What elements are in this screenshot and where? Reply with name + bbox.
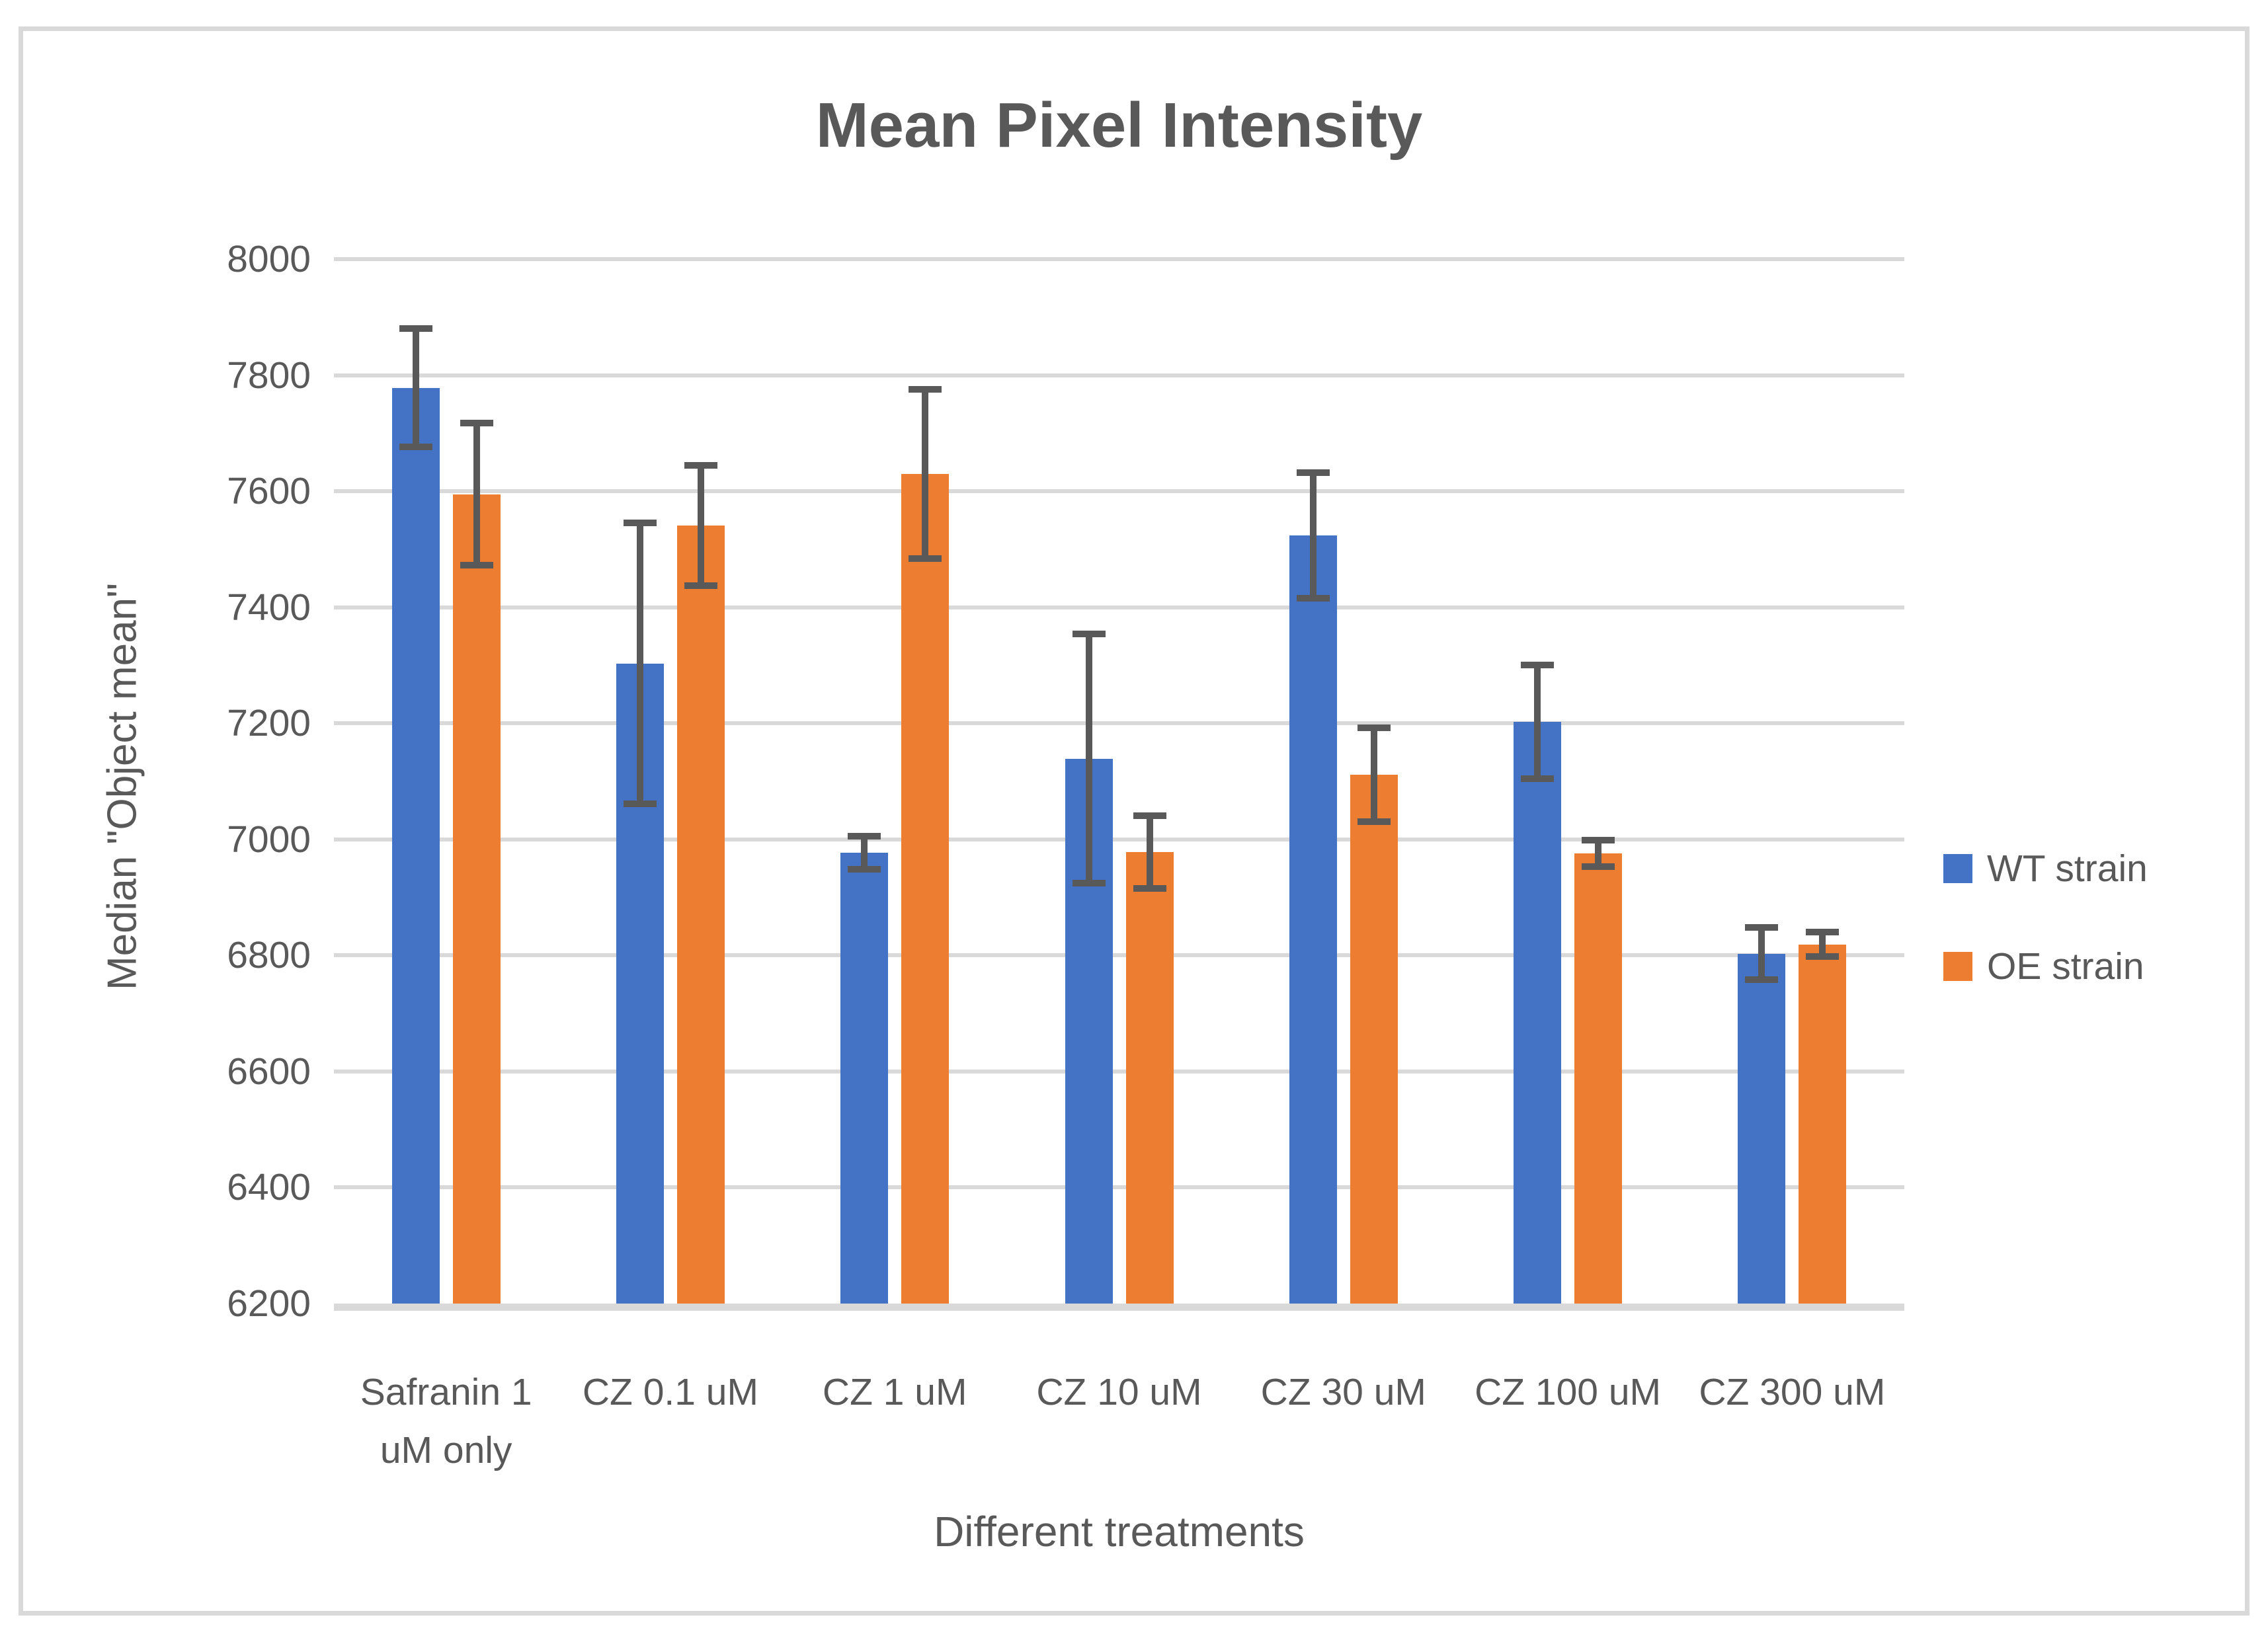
gridline-7000	[334, 837, 1904, 841]
x-tick-label-5: CZ 100 uM	[1475, 1371, 1662, 1413]
error-bar-cap-bottom-4-1	[1357, 818, 1391, 826]
error-bar-cap-top-6-0	[1745, 924, 1779, 931]
bar-oe-strain-1	[676, 525, 725, 1304]
error-bar-cap-bottom-2-0	[848, 866, 881, 873]
y-tick-label-6800: 6800	[227, 934, 311, 977]
bar-oe-strain-5	[1574, 853, 1623, 1304]
x-tick-label-2: CZ 1 uM	[822, 1371, 967, 1413]
gridline-6800	[334, 953, 1904, 958]
error-bar-cap-top-2-0	[848, 832, 881, 840]
bar-oe-strain-0	[452, 494, 501, 1304]
error-bar-cap-bottom-0-1	[460, 562, 493, 569]
oe-strain-swatch-icon	[1943, 952, 1972, 981]
error-bar-cap-bottom-2-1	[909, 555, 942, 562]
gridline-7400	[334, 605, 1904, 609]
chart-outer-border	[19, 26, 2249, 1616]
error-bar-line-oe-strain-0	[473, 422, 480, 566]
bar-oe-strain-3	[1125, 852, 1174, 1304]
gridline-8000	[334, 257, 1904, 261]
error-bar-cap-bottom-4-0	[1296, 594, 1330, 602]
gridline-6400	[334, 1185, 1904, 1190]
error-bar-cap-bottom-3-0	[1072, 880, 1106, 887]
error-bar-line-wt-strain-0	[412, 329, 419, 448]
error-bar-line-oe-strain-4	[1370, 728, 1377, 822]
y-tick-label-7800: 7800	[227, 354, 311, 397]
x-axis-line	[334, 1304, 1904, 1311]
error-bar-cap-bottom-5-0	[1521, 775, 1555, 782]
error-bar-cap-bottom-1-0	[623, 801, 657, 808]
y-tick-label-6600: 6600	[227, 1050, 311, 1093]
gridline-7600	[334, 489, 1904, 494]
error-bar-cap-bottom-1-1	[684, 582, 717, 590]
error-bar-cap-top-4-1	[1357, 724, 1391, 732]
error-bar-line-oe-strain-3	[1146, 815, 1153, 889]
error-bar-cap-bottom-3-1	[1133, 885, 1166, 892]
error-bar-cap-bottom-6-1	[1806, 953, 1840, 960]
error-bar-cap-top-2-1	[909, 385, 942, 393]
bar-wt-strain-5	[1514, 721, 1562, 1304]
error-bar-cap-top-6-1	[1806, 929, 1840, 936]
legend-label-oe-strain: OE strain	[1987, 945, 2144, 988]
error-bar-line-wt-strain-6	[1758, 927, 1765, 980]
y-tick-label-7200: 7200	[227, 702, 311, 745]
x-tick-label-0: Safranin 1 uM only	[360, 1371, 532, 1471]
legend-item-wt-strain: WT strain	[1943, 845, 2148, 892]
error-bar-cap-top-0-1	[460, 419, 493, 426]
bar-wt-strain-2	[840, 852, 889, 1304]
y-tick-label-6200: 6200	[227, 1282, 311, 1325]
y-tick-label-8000: 8000	[227, 238, 311, 280]
error-bar-line-oe-strain-5	[1595, 840, 1602, 867]
error-bar-line-wt-strain-2	[861, 836, 868, 870]
x-tick-label-3: CZ 10 uM	[1036, 1371, 1202, 1413]
error-bar-cap-top-5-1	[1582, 836, 1615, 843]
gridline-6600	[334, 1069, 1904, 1074]
bar-oe-strain-2	[901, 473, 950, 1304]
error-bar-cap-bottom-5-1	[1582, 863, 1615, 871]
error-bar-cap-top-1-0	[623, 520, 657, 527]
bar-oe-strain-6	[1799, 944, 1847, 1304]
error-bar-cap-top-5-0	[1521, 661, 1555, 668]
gridline-7200	[334, 721, 1904, 726]
error-bar-line-oe-strain-6	[1819, 932, 1826, 957]
gridline-7800	[334, 373, 1904, 377]
error-bar-line-wt-strain-3	[1085, 634, 1092, 884]
y-tick-label-7400: 7400	[227, 586, 311, 629]
error-bar-cap-bottom-0-0	[399, 444, 432, 451]
error-bar-cap-top-1-1	[684, 461, 717, 469]
bar-wt-strain-6	[1738, 953, 1786, 1304]
error-bar-line-oe-strain-2	[922, 389, 929, 559]
bar-wt-strain-0	[391, 387, 440, 1304]
error-bar-cap-top-4-0	[1296, 469, 1330, 477]
x-axis-title: Different treatments	[934, 1508, 1305, 1555]
chart-title: Mean Pixel Intensity	[815, 90, 1423, 161]
x-tick-label-1: CZ 0.1 uM	[582, 1371, 758, 1413]
y-tick-label-7600: 7600	[227, 470, 311, 513]
x-tick-label-4: CZ 30 uM	[1260, 1371, 1426, 1413]
error-bar-line-wt-strain-5	[1534, 664, 1541, 779]
error-bar-line-wt-strain-1	[636, 523, 643, 804]
y-axis-title: Median "Object mean"	[99, 582, 145, 991]
wt-strain-swatch-icon	[1943, 854, 1972, 883]
error-bar-cap-top-3-1	[1133, 812, 1166, 819]
y-tick-label-6400: 6400	[227, 1166, 311, 1209]
error-bar-line-wt-strain-4	[1309, 473, 1316, 598]
legend-label-wt-strain: WT strain	[1987, 847, 2148, 890]
error-bar-cap-top-0-0	[399, 325, 432, 332]
error-bar-line-oe-strain-1	[697, 465, 704, 586]
legend-item-oe-strain: OE strain	[1943, 943, 2144, 990]
error-bar-cap-top-3-0	[1072, 631, 1106, 638]
y-tick-label-7000: 7000	[227, 818, 311, 861]
error-bar-cap-bottom-6-0	[1745, 976, 1779, 984]
bar-oe-strain-4	[1350, 775, 1398, 1304]
bar-wt-strain-4	[1289, 535, 1337, 1304]
x-tick-label-6: CZ 300 uM	[1699, 1371, 1886, 1413]
